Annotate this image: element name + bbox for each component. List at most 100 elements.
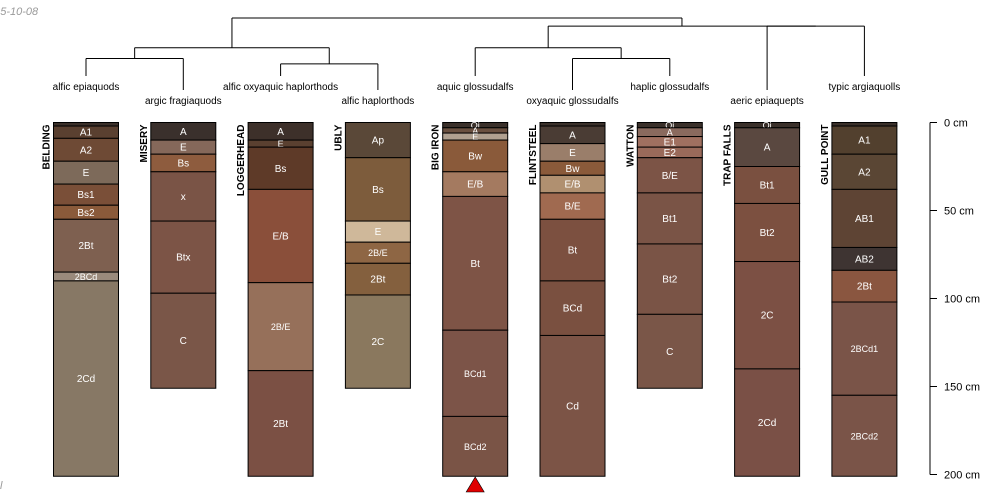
horizon-2Bt bbox=[831, 269, 898, 303]
horizon-label: E bbox=[472, 132, 478, 142]
depth-tick-label: 50 cm bbox=[944, 206, 974, 218]
horizon-2B/E bbox=[247, 282, 314, 372]
horizon-label: Bs bbox=[275, 164, 287, 175]
profile-name: UBLY bbox=[333, 124, 344, 151]
horizon-label: AB1 bbox=[855, 214, 874, 225]
horizon-label: 2Cd bbox=[758, 418, 776, 429]
horizon-label: E2 bbox=[664, 148, 677, 159]
profile-marker bbox=[465, 476, 485, 493]
horizon-Oa bbox=[53, 122, 119, 127]
horizon-x bbox=[150, 171, 217, 222]
horizon-Bt2 bbox=[734, 202, 801, 263]
date-stamp: 025-10-08 bbox=[0, 6, 39, 18]
horizon-label: Bt bbox=[470, 259, 480, 270]
horizon-2Cd bbox=[734, 368, 801, 477]
horizon-label: E bbox=[278, 139, 284, 149]
horizon-label: BCd2 bbox=[464, 442, 487, 452]
horizon-label: Bt1 bbox=[760, 180, 775, 191]
horizon-label: 2BCd2 bbox=[851, 431, 879, 441]
horizon-label: E/B bbox=[273, 232, 289, 243]
horizon-label: C bbox=[180, 336, 187, 347]
horizon-label: Oi bbox=[665, 121, 674, 131]
horizon-B/E bbox=[539, 192, 606, 220]
horizon-label: Bt2 bbox=[662, 275, 677, 286]
horizon-Bt1 bbox=[734, 166, 801, 204]
horizon-2BCd1 bbox=[831, 301, 898, 396]
horizon-label: C bbox=[666, 347, 673, 358]
horizon-label: A bbox=[277, 127, 284, 138]
horizon-2Bt bbox=[247, 370, 314, 477]
horizon-2Cd bbox=[53, 280, 119, 477]
profile-name: BIG IRON bbox=[431, 125, 442, 171]
horizon-label: Bs bbox=[372, 185, 384, 196]
horizon-label: Cd bbox=[566, 401, 579, 412]
horizon-E/B bbox=[247, 188, 314, 284]
horizon-label: E bbox=[180, 143, 187, 154]
horizon-label: AB2 bbox=[855, 254, 874, 265]
horizon-label: Bt1 bbox=[662, 214, 677, 225]
horizon-label: A bbox=[764, 143, 771, 154]
horizon-Cd bbox=[539, 334, 606, 477]
horizon-BCd2 bbox=[442, 415, 509, 477]
horizon-label: BCd bbox=[563, 304, 582, 315]
horizon-2C bbox=[344, 294, 411, 389]
horizon-B/E bbox=[636, 157, 703, 194]
depth-tick-label: 200 cm bbox=[944, 470, 980, 482]
horizon-label: Bt bbox=[568, 246, 578, 257]
horizon-label: Bs2 bbox=[77, 208, 95, 219]
horizon-label: Oi bbox=[763, 121, 772, 131]
horizon-C bbox=[636, 313, 703, 389]
horizon-A bbox=[734, 127, 801, 167]
horizon-Bw bbox=[442, 139, 509, 173]
horizon-label: E bbox=[569, 148, 576, 159]
horizon-A1 bbox=[831, 125, 898, 155]
horizon-label: E bbox=[83, 168, 90, 179]
horizon-label: A1 bbox=[80, 128, 93, 139]
horizon-label: E/B bbox=[564, 180, 580, 191]
horizon-label: Bw bbox=[468, 151, 483, 162]
horizon-Ap bbox=[344, 122, 411, 159]
horizon-label: 2Bt bbox=[78, 241, 93, 252]
depth-tick-label: 0 cm bbox=[944, 118, 968, 130]
taxon-label-t2: argic fragiaquods bbox=[145, 96, 222, 107]
horizon-label: Ap bbox=[372, 136, 385, 147]
horizon-Oi bbox=[831, 122, 898, 127]
horizon-label: 2C bbox=[372, 337, 385, 348]
horizon-label: A bbox=[180, 127, 187, 138]
horizon-label: Bs bbox=[177, 158, 189, 169]
horizon-label: 2C bbox=[761, 311, 774, 322]
horizon-label: Oi bbox=[471, 121, 480, 131]
horizon-label: 2Bt bbox=[370, 275, 385, 286]
horizon-label: 2Cd bbox=[77, 374, 95, 385]
horizon-label: A bbox=[472, 126, 478, 136]
horizon-label: E/B bbox=[467, 180, 483, 191]
horizon-label: x bbox=[181, 192, 186, 203]
horizon-2Bt bbox=[53, 218, 119, 273]
horizon-label: BCd1 bbox=[464, 369, 487, 379]
taxon-label-t4: alfic haplorthods bbox=[341, 96, 414, 107]
horizon-label: A1 bbox=[858, 136, 871, 147]
horizon-BCd1 bbox=[442, 329, 509, 417]
horizon-AB1 bbox=[831, 188, 898, 248]
profile-name: WATTON bbox=[625, 125, 636, 167]
horizon-label: A2 bbox=[858, 167, 871, 178]
horizon-BCd bbox=[539, 280, 606, 336]
horizon-label: E bbox=[375, 227, 382, 238]
taxon-label-t7: haplic glossudalfs bbox=[630, 82, 709, 93]
profile-name: GULL POINT bbox=[820, 125, 831, 185]
horizon-label: 2BCd1 bbox=[851, 344, 879, 354]
horizon-label: 2B/E bbox=[368, 248, 388, 258]
profile-name: BELDING bbox=[42, 124, 53, 169]
horizon-label: Bt2 bbox=[760, 228, 775, 239]
profile-name: LOGGERHEAD bbox=[236, 125, 247, 197]
horizon-Bt bbox=[539, 218, 606, 282]
horizon-Bt bbox=[442, 195, 509, 331]
profile-name: FLINTSTEEL bbox=[528, 125, 539, 186]
horizon-label: 2BCd bbox=[75, 272, 98, 282]
horizon-label: A2 bbox=[80, 145, 93, 156]
horizon-label: Bw bbox=[566, 164, 581, 175]
horizon-Oi bbox=[539, 122, 606, 127]
horizon-C bbox=[150, 292, 217, 389]
taxon-label-t8: aeric epiaquepts bbox=[730, 96, 803, 107]
